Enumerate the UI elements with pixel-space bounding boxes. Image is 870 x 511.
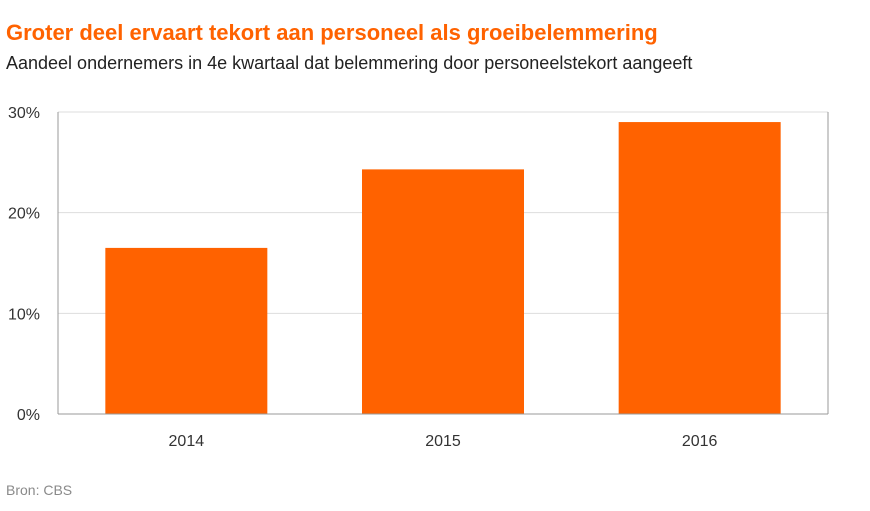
y-tick-label: 0% [17,407,40,424]
y-tick-label: 30% [8,105,40,122]
source-note: Bron: CBS [6,482,73,498]
bar-2015 [362,169,524,414]
x-tick-label: 2014 [169,433,205,450]
x-tick-label: 2015 [425,433,461,450]
x-axis-ticks: 2014 2015 2016 [169,433,718,450]
y-axis-ticks: 0% 10% 20% 30% [8,105,40,424]
x-tick-label: 2016 [682,433,718,450]
bars [105,122,781,415]
bar-2016 [618,122,781,415]
chart-subtitle: Aandeel ondernemers in 4e kwartaal dat b… [6,53,693,73]
y-tick-label: 20% [8,206,40,223]
chart-title: Groter deel ervaart tekort aan personeel… [6,20,658,45]
y-tick-label: 10% [8,306,40,323]
bar-2014 [105,247,268,414]
